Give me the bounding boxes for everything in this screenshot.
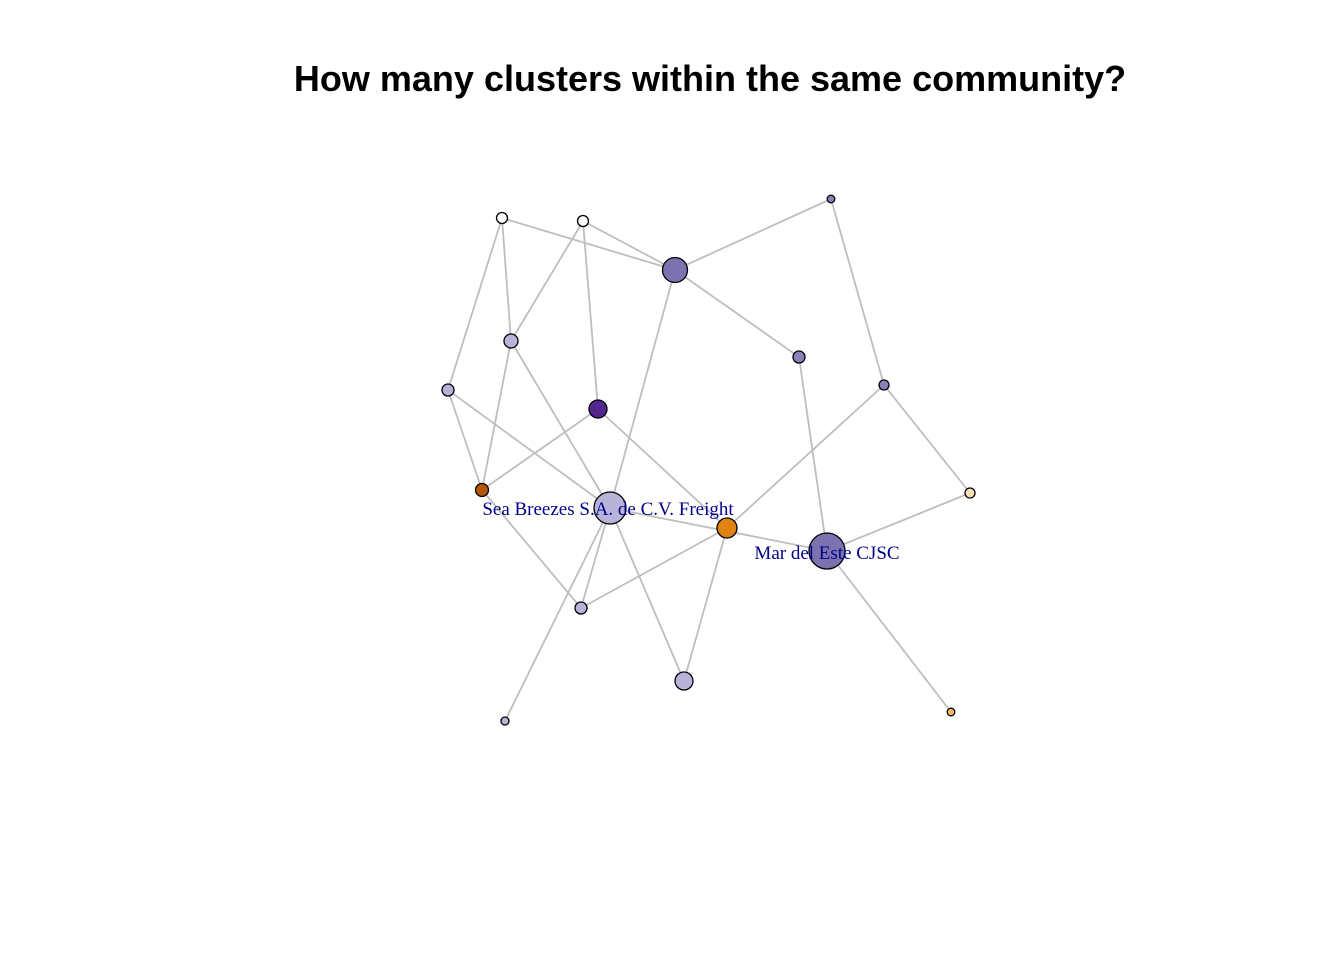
chart-title: How many clusters within the same commun…	[293, 58, 1127, 99]
node-n7[interactable]	[441, 383, 455, 397]
node-n14[interactable]	[808, 532, 846, 570]
edge-n1-n5	[501, 217, 512, 342]
edge-n11-n16	[609, 507, 685, 682]
node-n1[interactable]	[495, 211, 509, 225]
node-n2[interactable]	[576, 214, 590, 228]
edge-n1-n3	[501, 217, 676, 271]
node-label-n14: Mar del Este CJSC	[754, 543, 899, 564]
labels-layer: Sea Breezes S.A. de C.V. Freight Mar del …	[482, 499, 899, 564]
edge-n11-n17	[504, 507, 611, 722]
node-n6[interactable]	[792, 350, 806, 364]
node-n10[interactable]	[474, 482, 490, 498]
edge-n12-n16	[683, 527, 728, 682]
node-n11[interactable]	[593, 491, 627, 525]
node-n15[interactable]	[574, 601, 588, 615]
edge-n7-n10	[447, 389, 483, 491]
node-n8[interactable]	[878, 379, 890, 391]
edge-n14-n18	[826, 550, 952, 713]
edge-n9-n10	[481, 408, 599, 491]
nodes-layer	[441, 194, 976, 726]
node-n5[interactable]	[503, 333, 519, 349]
edge-n2-n5	[510, 220, 584, 342]
edge-n5-n11	[510, 340, 611, 509]
edge-n10-n15	[481, 489, 582, 609]
node-n17[interactable]	[500, 716, 510, 726]
edge-n5-n10	[481, 340, 512, 491]
node-n9[interactable]	[588, 399, 608, 419]
node-label-n11: Sea Breezes S.A. de C.V. Freight	[482, 499, 734, 520]
edges-layer	[447, 198, 971, 722]
node-n13[interactable]	[964, 487, 976, 499]
edge-n2-n9	[582, 220, 599, 410]
edge-n13-n14	[826, 492, 971, 552]
edge-n7-n11	[447, 389, 611, 509]
edge-n8-n13	[883, 384, 971, 494]
edge-n6-n14	[798, 356, 828, 552]
node-n3[interactable]	[661, 256, 689, 284]
node-n4[interactable]	[826, 194, 836, 204]
edge-n11-n15	[580, 507, 611, 609]
node-n18[interactable]	[946, 707, 956, 717]
node-n16[interactable]	[674, 671, 694, 691]
edge-n4-n8	[830, 198, 885, 386]
edge-n3-n11	[609, 269, 676, 509]
node-n12[interactable]	[716, 517, 738, 539]
edge-n3-n6	[674, 269, 800, 358]
edge-n9-n12	[597, 408, 728, 529]
edge-n8-n12	[726, 384, 885, 529]
edge-n3-n4	[674, 198, 832, 271]
edge-n12-n15	[580, 527, 728, 609]
edge-n2-n3	[582, 220, 676, 271]
edge-n1-n7	[447, 217, 503, 391]
